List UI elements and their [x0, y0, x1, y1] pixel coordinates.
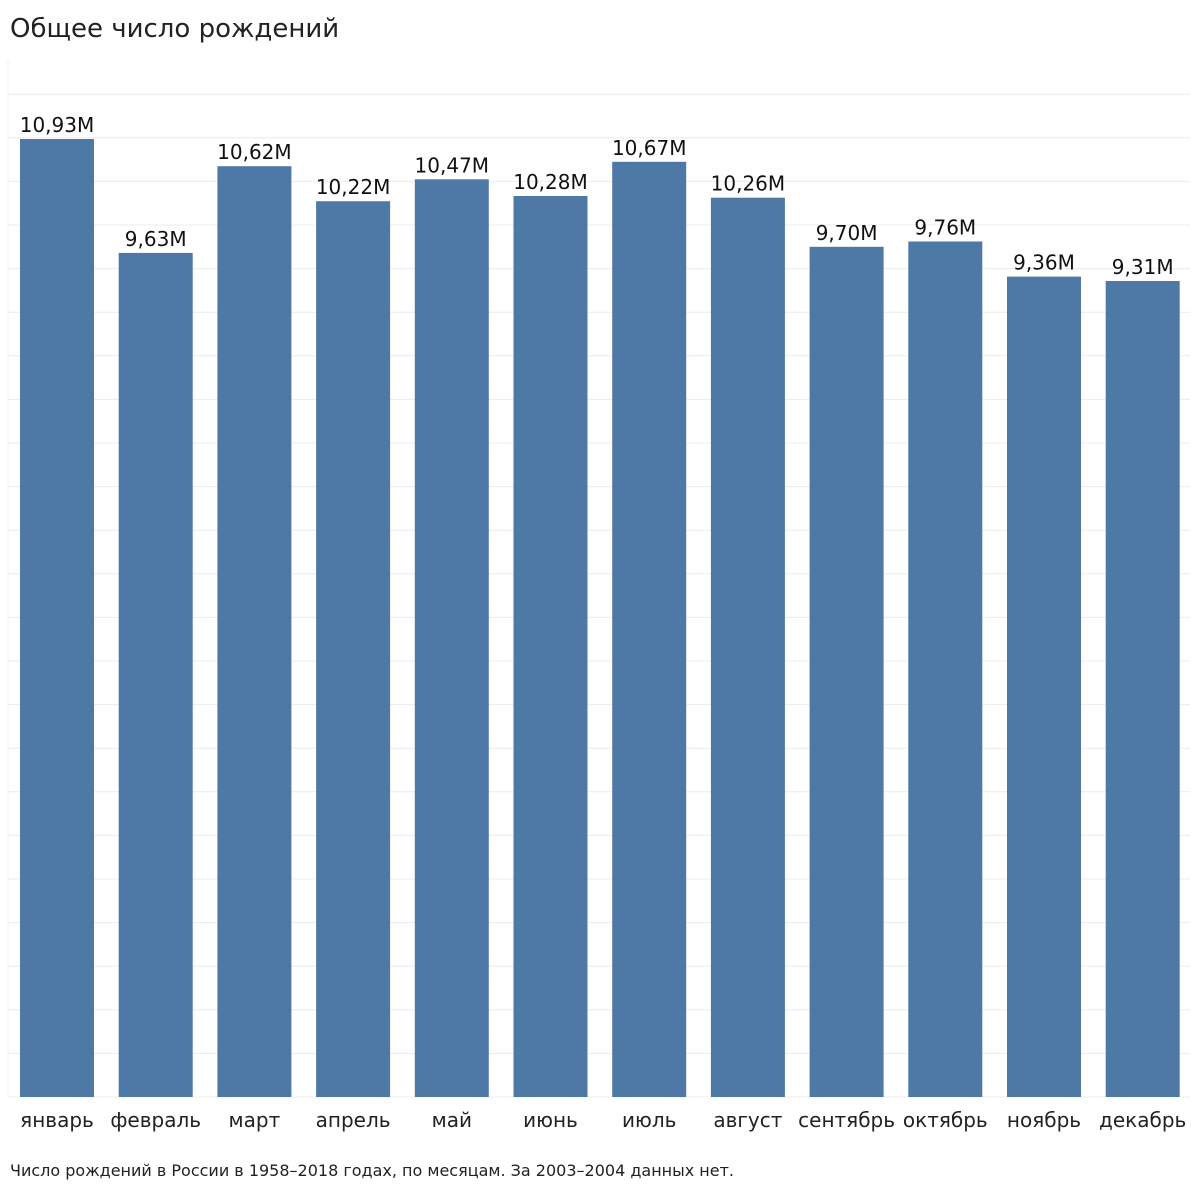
data-label: 9,36M [1013, 251, 1075, 275]
category-label: ноябрь [1007, 1108, 1081, 1132]
category-label: март [229, 1108, 281, 1132]
data-label: 10,93M [20, 113, 95, 137]
data-label: 10,67M [612, 136, 687, 160]
data-label: 10,62M [217, 140, 292, 164]
bar-апрель[interactable] [316, 201, 390, 1097]
category-label: сентябрь [798, 1108, 895, 1132]
bar-август[interactable] [711, 198, 785, 1097]
bar-март[interactable] [217, 166, 291, 1097]
bar-ноябрь[interactable] [1007, 277, 1081, 1097]
category-labels: январь февраль март апрель май июнь июль август… [20, 1108, 1186, 1132]
bar-май[interactable] [415, 179, 489, 1097]
bar-декабрь[interactable] [1106, 281, 1180, 1097]
data-label: 9,63M [125, 227, 187, 251]
category-label: август [713, 1108, 782, 1132]
bar-сентябрь[interactable] [810, 247, 884, 1097]
chart-caption: Число рождений в России в 1958–2018 года… [10, 1161, 734, 1180]
category-label: апрель [316, 1108, 391, 1132]
data-label: 9,70M [816, 221, 878, 245]
bar-январь[interactable] [20, 139, 94, 1097]
data-label: 10,47M [415, 153, 490, 177]
category-label: декабрь [1099, 1108, 1186, 1132]
data-label: 10,22M [316, 175, 391, 199]
data-label: 10,28M [513, 170, 588, 194]
data-label: 9,31M [1112, 255, 1174, 279]
category-label: февраль [110, 1108, 201, 1132]
category-label: октябрь [903, 1108, 988, 1132]
bar-июль[interactable] [612, 162, 686, 1097]
category-label: январь [20, 1108, 94, 1132]
bars [20, 139, 1180, 1097]
data-label: 10,26M [711, 172, 786, 196]
bar-октябрь[interactable] [908, 242, 982, 1098]
category-label: май [432, 1108, 472, 1132]
bar-февраль[interactable] [119, 253, 193, 1097]
data-label: 9,76M [914, 216, 976, 240]
bar-июнь[interactable] [514, 196, 588, 1097]
category-label: июнь [523, 1108, 578, 1132]
category-label: июль [622, 1108, 676, 1132]
